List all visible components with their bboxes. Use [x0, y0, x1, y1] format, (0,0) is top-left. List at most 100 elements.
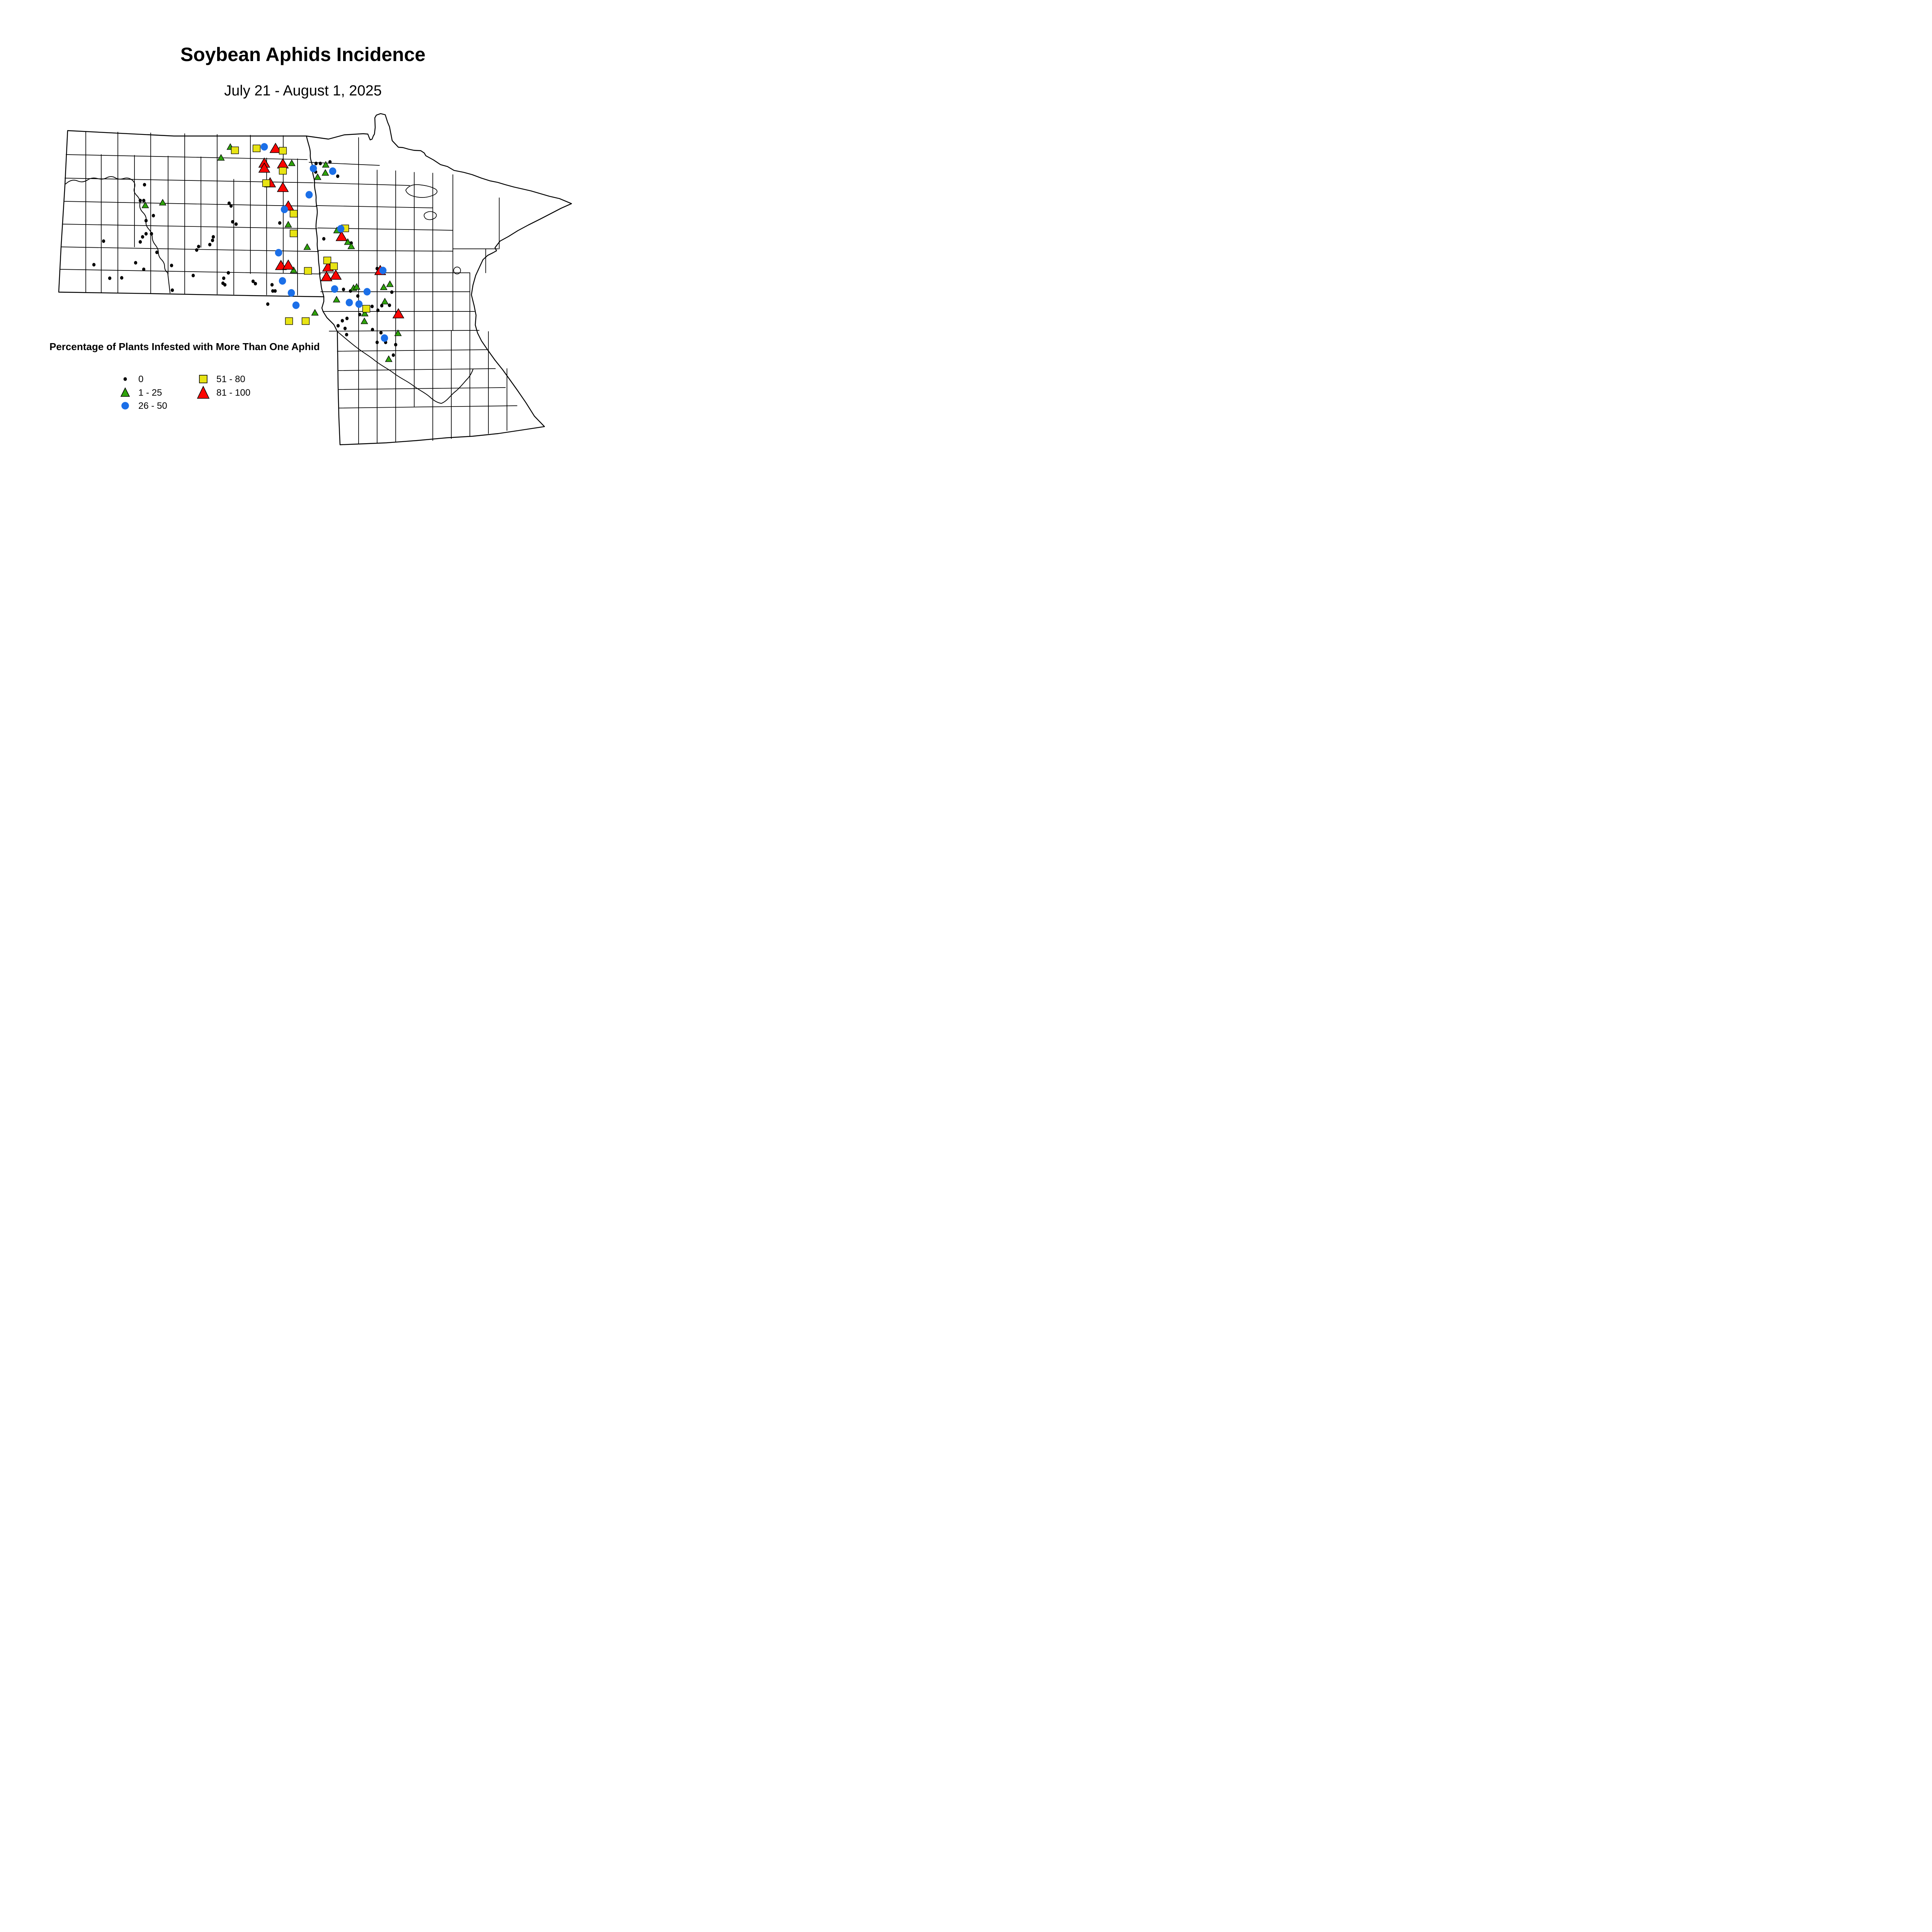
marker-red-triangle	[277, 158, 289, 168]
marker-green-triangle	[344, 238, 352, 245]
marker-dot	[345, 333, 349, 337]
legend-item-4: 81 - 100	[197, 386, 250, 399]
marker-blue-circle	[287, 289, 295, 297]
marker-dot	[142, 267, 146, 271]
minnesota	[306, 113, 572, 446]
legend-item-label: 81 - 100	[216, 388, 250, 398]
marker-blue-circle	[355, 300, 363, 308]
marker-dot	[170, 264, 173, 267]
marker-dot	[120, 276, 124, 280]
marker-dot	[222, 276, 226, 280]
marker-green-triangle	[141, 201, 149, 208]
marker-dot	[336, 324, 340, 328]
marker-red-triangle	[269, 143, 282, 153]
marker-red-triangle	[330, 269, 342, 280]
marker-dot	[142, 199, 146, 202]
dot-symbol	[123, 377, 127, 381]
marker-dot	[391, 353, 395, 357]
marker-dot	[150, 232, 153, 236]
marker-yellow-square	[330, 262, 338, 270]
legend-item-3: 51 - 80	[199, 374, 245, 384]
marker-blue-circle	[329, 167, 337, 175]
marker-green-triangle	[321, 169, 329, 176]
marker-dot	[108, 276, 112, 280]
marker-blue-circle	[275, 249, 282, 257]
marker-blue-circle	[337, 225, 345, 233]
marker-dot	[271, 289, 275, 293]
marker-green-triangle	[385, 355, 393, 362]
mn-county-columns	[358, 137, 507, 444]
marker-dot	[358, 313, 362, 316]
marker-green-triangle	[361, 317, 368, 324]
marker-yellow-square	[289, 230, 298, 237]
marker-dot	[253, 282, 257, 286]
nd-county-columns	[85, 131, 298, 296]
marker-green-triangle	[217, 154, 225, 161]
marker-dot	[328, 160, 332, 164]
markers-layer	[92, 143, 405, 362]
marker-yellow-square	[285, 317, 293, 325]
marker-dot	[143, 183, 146, 187]
marker-yellow-square	[279, 147, 287, 155]
marker-dot	[208, 243, 212, 247]
marker-green-triangle	[386, 280, 394, 287]
marker-yellow-square	[289, 210, 298, 218]
legend-title: Percentage of Plants Infested with More …	[49, 341, 320, 352]
marker-dot	[229, 204, 233, 208]
marker-green-triangle	[311, 309, 319, 316]
marker-dot	[155, 250, 159, 254]
red-triangle-symbol	[197, 386, 210, 399]
marker-dot	[170, 288, 174, 292]
marker-dot	[211, 238, 214, 242]
marker-dot	[223, 283, 227, 287]
marker-dot	[343, 327, 347, 330]
marker-yellow-square	[323, 257, 332, 264]
marker-green-triangle	[361, 310, 369, 316]
marker-dot	[278, 221, 282, 225]
marker-dot	[394, 343, 398, 347]
marker-dot	[266, 302, 270, 306]
marker-red-triangle	[282, 259, 294, 270]
marker-green-triangle	[314, 173, 321, 180]
marker-dot	[227, 201, 231, 205]
marker-dot	[356, 294, 360, 298]
marker-dot	[273, 289, 277, 293]
marker-blue-circle	[305, 191, 313, 199]
marker-red-triangle	[258, 162, 270, 173]
legend-item-2: 26 - 50	[121, 401, 167, 411]
marker-dot	[144, 232, 148, 236]
marker-dot	[195, 248, 199, 252]
marker-dot	[379, 331, 383, 335]
marker-dot	[211, 235, 215, 239]
legend-item-label: 0	[138, 374, 143, 384]
marker-blue-circle	[331, 285, 338, 293]
marker-green-triangle	[380, 283, 388, 290]
page-title: Soybean Aphids Incidence	[180, 44, 425, 65]
marker-green-triangle	[333, 296, 340, 303]
marker-dot	[336, 174, 340, 178]
marker-dot	[371, 328, 374, 332]
marker-blue-circle	[310, 165, 317, 172]
legend: Percentage of Plants Infested with More …	[49, 341, 320, 411]
marker-blue-circle	[345, 299, 353, 306]
marker-yellow-square	[304, 267, 312, 275]
marker-dot	[151, 214, 155, 218]
marker-dot	[251, 279, 255, 283]
marker-dot	[191, 274, 195, 277]
marker-red-triangle	[277, 182, 289, 192]
marker-dot	[388, 303, 391, 307]
marker-dot	[138, 199, 142, 202]
legend-item-label: 26 - 50	[138, 401, 167, 411]
marker-dot	[234, 222, 238, 226]
marker-dot	[390, 290, 394, 294]
marker-green-triangle	[290, 266, 298, 273]
marker-green-triangle	[284, 221, 292, 228]
marker-dot	[134, 261, 138, 265]
marker-green-triangle	[303, 243, 311, 250]
map-svg: Soybean Aphids Incidence July 21 - Augus…	[49, 44, 572, 446]
marker-dot	[314, 162, 318, 165]
map-figure: Soybean Aphids Incidence July 21 - Augus…	[0, 0, 606, 468]
marker-dot	[102, 239, 105, 243]
marker-green-triangle	[322, 161, 330, 168]
marker-dot	[345, 316, 349, 320]
